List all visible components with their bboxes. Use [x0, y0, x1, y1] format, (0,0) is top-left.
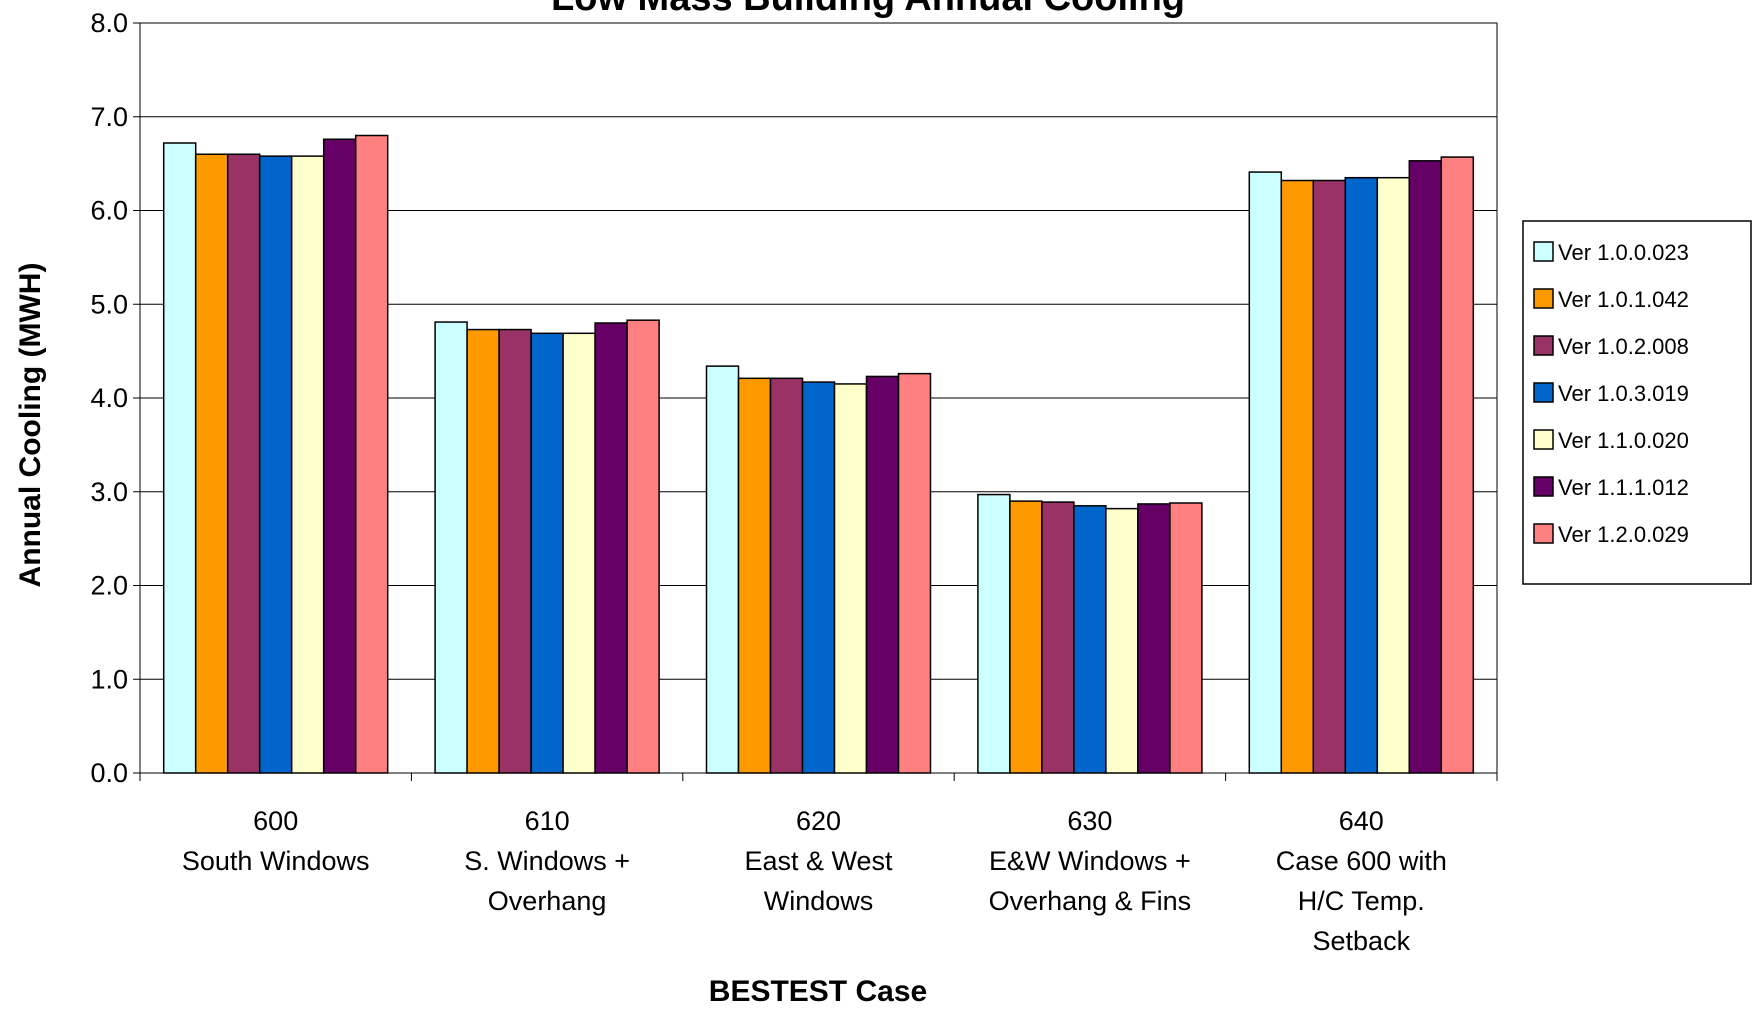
x-tick-label-line: H/C Temp.	[1298, 886, 1425, 916]
legend-entry: Ver 1.0.0.023	[1558, 240, 1689, 265]
bar	[1169, 502, 1203, 774]
bar	[498, 328, 532, 774]
bar	[897, 372, 932, 774]
legend-swatch	[1533, 335, 1554, 356]
x-tick-label: 630 E&W Windows + Overhang & Fins	[989, 806, 1192, 916]
bar	[530, 332, 564, 774]
bar	[1009, 500, 1043, 774]
x-tick-label-line: S. Windows +	[464, 846, 630, 876]
bar	[833, 383, 868, 774]
x-tick-label-line: 610	[525, 806, 570, 836]
x-tick-label-line: South Windows	[182, 846, 370, 876]
y-axis-title: Annual Cooling (MWH)	[14, 263, 47, 588]
x-tick-label: 600 South Windows	[182, 806, 370, 876]
x-tick-label-line: Case 600 with	[1276, 846, 1447, 876]
legend-entry: Ver 1.0.1.042	[1558, 287, 1689, 312]
bar	[466, 328, 500, 774]
bar	[594, 322, 628, 774]
y-tick-label: 1.0	[90, 664, 128, 694]
bar	[1344, 176, 1379, 774]
y-tick-label: 8.0	[90, 8, 128, 38]
y-tick-label: 2.0	[90, 571, 128, 601]
legend-swatch	[1533, 241, 1554, 262]
legend-swatch	[1533, 523, 1554, 544]
x-tick-label-line: Windows	[764, 886, 874, 916]
legend-entry: Ver 1.2.0.029	[1558, 522, 1689, 547]
bar	[1041, 501, 1075, 774]
bar	[434, 321, 468, 774]
bar	[1073, 505, 1107, 774]
y-tick-label: 7.0	[90, 102, 128, 132]
bar	[162, 142, 197, 774]
x-tick-label: 610 S. Windows + Overhang	[464, 806, 630, 916]
plot-area: 0.0 1.0 2.0 3.0 4.0 5.0 6.0 7.0 8.0 600 South Wind…	[90, 8, 1498, 956]
bar	[354, 134, 389, 774]
x-axis-title: BESTEST Case	[709, 975, 927, 1008]
legend-entry: Ver 1.0.3.019	[1558, 381, 1689, 406]
bar	[1312, 179, 1347, 774]
bar	[1280, 179, 1315, 774]
legend-swatch	[1533, 382, 1554, 403]
y-tick-label: 3.0	[90, 477, 128, 507]
bar	[769, 377, 804, 774]
legend-box	[1522, 220, 1752, 585]
x-tick-label-line: 640	[1339, 806, 1384, 836]
bar	[1248, 171, 1283, 774]
bar	[194, 153, 229, 774]
x-tick-label-line: East & West	[744, 846, 893, 876]
legend: Ver 1.0.0.023 Ver 1.0.1.042 Ver 1.0.2.008 V…	[1522, 220, 1752, 585]
legend-swatch	[1533, 288, 1554, 309]
bar	[737, 377, 772, 774]
bar	[322, 138, 357, 774]
legend-swatch	[1533, 476, 1554, 497]
bar	[1440, 156, 1475, 774]
x-tick-label-line: E&W Windows +	[989, 846, 1191, 876]
x-tick-label-line: Overhang	[488, 886, 607, 916]
y-tick-label: 4.0	[90, 383, 128, 413]
x-tick-label-line: 630	[1067, 806, 1112, 836]
bar	[1376, 176, 1411, 774]
x-tick-label-line: Overhang & Fins	[989, 886, 1192, 916]
bar	[226, 153, 261, 774]
chart-title: Low Mass Building Annual Cooling	[551, 0, 1185, 19]
x-tick-label-line: 620	[796, 806, 841, 836]
bar	[1105, 507, 1139, 774]
legend-entry: Ver 1.1.0.020	[1558, 428, 1689, 453]
y-tick-label: 0.0	[90, 758, 128, 788]
bar	[1137, 503, 1171, 774]
y-tick-label: 6.0	[90, 196, 128, 226]
legend-entry: Ver 1.0.2.008	[1558, 334, 1689, 359]
bar	[977, 493, 1011, 774]
bar	[865, 375, 900, 774]
bar	[626, 319, 660, 774]
bar	[290, 155, 325, 774]
bar	[705, 365, 740, 774]
legend-entry: Ver 1.1.1.012	[1558, 475, 1689, 500]
bar	[1408, 160, 1443, 774]
x-tick-label-line: 600	[253, 806, 298, 836]
legend-swatch	[1533, 429, 1554, 450]
x-tick-label: 640 Case 600 with H/C Temp. Setback	[1276, 806, 1447, 956]
bar	[258, 155, 293, 774]
x-tick-label: 620 East & West Windows	[744, 806, 893, 916]
y-tick-label: 5.0	[90, 289, 128, 319]
x-tick-label-line: Setback	[1313, 926, 1411, 956]
bar	[801, 381, 836, 774]
bar	[562, 332, 596, 774]
